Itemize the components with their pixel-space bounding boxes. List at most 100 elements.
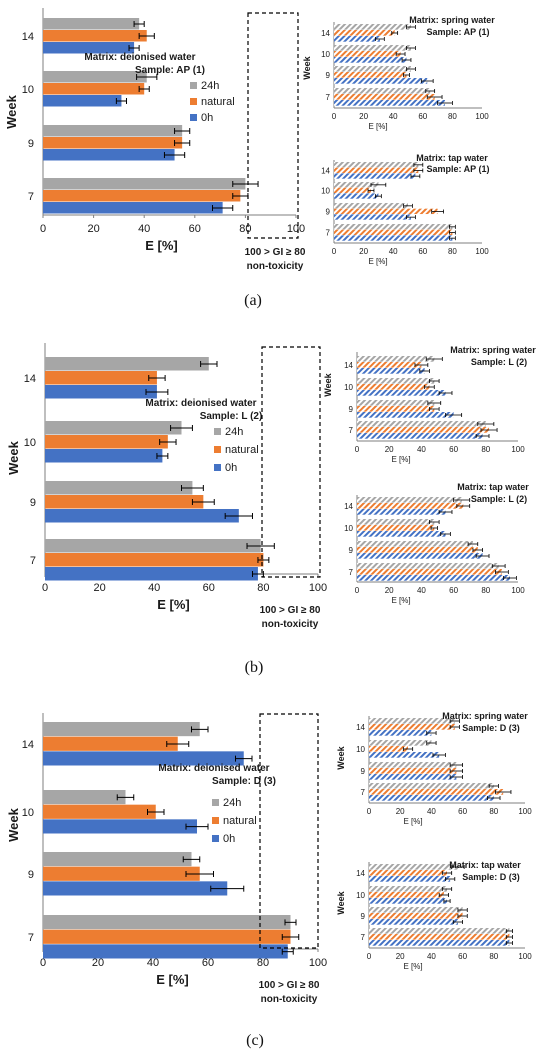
bar-s24h-week-7 [369, 928, 509, 934]
bar-s0h-week-14 [334, 173, 415, 178]
y-tick-label: 7 [30, 555, 36, 567]
y-tick-label: 14 [24, 373, 36, 385]
legend-label: 24h [225, 426, 243, 438]
bar-natural-week-14 [369, 870, 447, 876]
bar-s0h-week-9 [334, 214, 411, 219]
inset-chart-a-spring: 0 20 40 60 80 100E [%]Week791014Matrix: sprin… [302, 15, 495, 131]
matrix-label: Matrix: deionised water [84, 52, 195, 63]
inset-title: Matrix: tap water [449, 860, 521, 870]
bar-natural-week-14 [45, 371, 157, 385]
inset-sample: Sample: D (3) [462, 872, 520, 882]
bar-natural-week-9 [43, 137, 182, 149]
x-tick-label: 80 [481, 586, 490, 595]
bar-s0h-week-7 [369, 940, 509, 946]
x-tick-label: 40 [138, 223, 150, 235]
x-axis-label: E [%] [391, 455, 410, 464]
bar-s24h-week-10 [334, 45, 411, 51]
x-tick-label: 100 [475, 112, 489, 121]
bar-s0h-week-7 [369, 795, 494, 801]
x-tick-label: 40 [427, 952, 436, 961]
y-tick-label: 10 [344, 524, 353, 533]
inset-chart-c-tap: 0 20 40 60 80 100E [%]Week791014Matrix: tap w… [336, 860, 532, 971]
bar-natural-week-14 [334, 168, 418, 173]
inset-sample: Sample: D (3) [462, 723, 520, 733]
threshold-note: non-toxicity [261, 994, 318, 1005]
x-tick-label: 20 [87, 223, 99, 235]
non-toxicity-box [260, 714, 318, 948]
bar-natural-week-14 [357, 503, 463, 509]
legend-swatch-s24h [212, 799, 219, 806]
x-tick-label: 60 [449, 586, 458, 595]
bar-s24h-week-7 [357, 421, 486, 427]
y-tick-label: 14 [321, 29, 330, 38]
main-chart-c: 0 20 40 60 80 100E [%]Week791014Matrix: deion… [6, 713, 327, 1005]
bar-natural-week-9 [369, 768, 456, 774]
y-tick-label: 9 [326, 71, 331, 80]
bar-s0h-week-14 [357, 509, 446, 515]
bar-s0h-week-7 [357, 433, 483, 439]
y-tick-label: 10 [24, 437, 36, 449]
bar-s0h-week-10 [369, 898, 447, 904]
legend: 24hnatural0h [190, 80, 235, 124]
bar-natural-week-9 [334, 209, 438, 214]
x-tick-label: 60 [418, 247, 427, 256]
x-tick-label: 100 [309, 957, 327, 969]
y-tick-label: 9 [361, 767, 366, 776]
y-tick-label: 7 [361, 788, 366, 797]
bar-s24h-week-10 [43, 790, 126, 804]
x-tick-label: 100 [511, 445, 525, 454]
x-tick-label: 20 [385, 586, 394, 595]
bar-s24h-week-10 [369, 886, 447, 892]
panel-caption: (c) [246, 1032, 264, 1049]
inset-chart-c-spring: 0 20 40 60 80 100E [%]Week791014Matrix: sprin… [336, 711, 532, 826]
y-tick-label: 14 [321, 167, 330, 176]
bar-s0h-week-10 [357, 390, 446, 396]
x-tick-label: 40 [427, 807, 436, 816]
bar-s24h-week-9 [369, 762, 456, 768]
inset-title: Matrix: tap water [457, 482, 529, 492]
legend-swatch-s0h [212, 835, 219, 842]
bar-s24h-week-10 [369, 740, 431, 746]
bar-natural-week-10 [334, 51, 401, 57]
inset-title: Matrix: tap water [416, 153, 488, 163]
bar-s24h-week-7 [45, 539, 261, 553]
inset-chart-a-tap: 0 20 40 60 80 100E [%]791014Matrix: tap water… [321, 153, 489, 266]
bar-s24h-week-14 [43, 18, 139, 30]
sample-label: Sample: AP (1) [135, 65, 205, 76]
y-tick-label: 10 [356, 891, 365, 900]
bar-natural-week-14 [357, 362, 421, 368]
legend-label: 24h [201, 80, 219, 92]
inset-sample: Sample: AP (1) [426, 27, 489, 37]
bar-s0h-week-9 [357, 553, 483, 559]
inset-title: Matrix: spring water [442, 711, 528, 721]
bar-natural-week-9 [369, 913, 463, 919]
x-tick-label: 100 [287, 223, 305, 235]
bar-s0h-week-7 [357, 575, 510, 581]
x-tick-label: 100 [518, 807, 532, 816]
bar-natural-week-7 [357, 427, 489, 433]
y-axis-label: Week [336, 890, 346, 914]
y-axis-label: Week [302, 55, 312, 79]
y-tick-label: 10 [321, 50, 330, 59]
x-tick-label: 20 [396, 952, 405, 961]
bar-s24h-week-9 [43, 125, 182, 137]
legend-swatch-natural [214, 446, 221, 453]
legend-swatch-s24h [190, 82, 197, 89]
inset-title: Matrix: spring water [409, 15, 495, 25]
bar-natural-week-10 [334, 188, 371, 193]
y-tick-label: 7 [326, 93, 331, 102]
x-tick-label: 60 [202, 957, 214, 969]
y-tick-label: 14 [344, 502, 353, 511]
bar-s24h-week-10 [45, 421, 182, 435]
x-tick-label: 60 [203, 582, 215, 594]
y-tick-label: 10 [356, 745, 365, 754]
y-tick-label: 9 [326, 208, 331, 217]
panel-caption: (b) [245, 659, 264, 676]
x-tick-label: 80 [448, 112, 457, 121]
legend-label: natural [223, 815, 257, 827]
y-axis-label: Week [4, 94, 19, 128]
x-tick-label: 100 [511, 586, 525, 595]
bar-s24h-week-14 [334, 162, 418, 167]
bar-s24h-week-9 [334, 66, 411, 72]
bar-natural-week-7 [43, 930, 291, 944]
